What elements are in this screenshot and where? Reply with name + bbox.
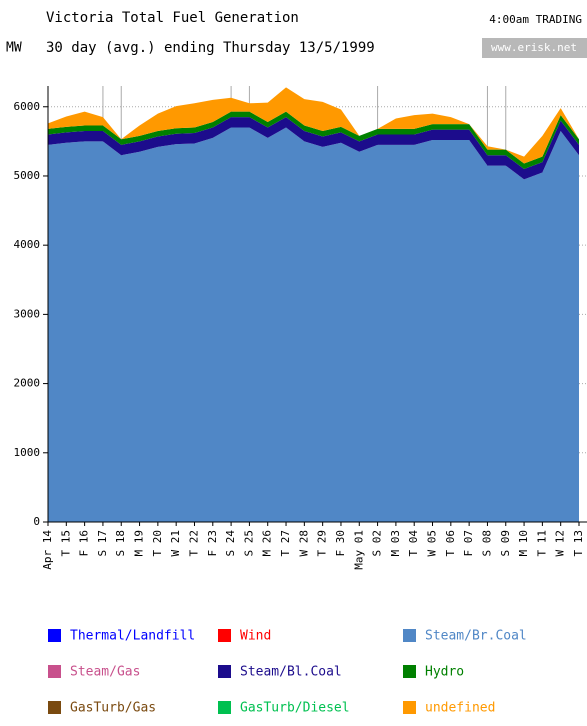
legend-label: Steam/Gas	[70, 665, 140, 680]
x-tick-label: T 20	[151, 530, 164, 557]
x-tick-label: M 19	[133, 530, 146, 557]
x-tick-label: W 12	[554, 530, 567, 557]
x-tick-label: T 06	[444, 530, 457, 557]
y-tick-label: 3000	[14, 307, 41, 320]
x-tick-label: T 04	[407, 530, 420, 557]
time-label: 4:00am TRADING	[489, 13, 582, 26]
x-tick-label: F 30	[334, 530, 347, 557]
x-tick-label: M 26	[261, 530, 274, 557]
x-tick-label: T 11	[535, 530, 548, 557]
x-tick-label: F 07	[462, 530, 475, 557]
legend-label: Hydro	[425, 665, 464, 680]
legend-swatch	[403, 701, 416, 714]
x-tick-label: T 27	[279, 530, 292, 557]
legend-label: Thermal/Landfill	[70, 629, 195, 644]
area	[48, 111, 579, 170]
chart-title: Victoria Total Fuel Generation	[46, 10, 299, 26]
legend-swatch	[403, 665, 416, 678]
y-tick-label: 2000	[14, 377, 41, 390]
x-tick-label: Apr 14	[41, 530, 54, 570]
area	[48, 117, 579, 180]
legend-swatch	[48, 629, 61, 642]
x-tick-label: S 02	[371, 530, 384, 557]
x-tick-label: F 16	[78, 530, 91, 557]
y-tick-label: 6000	[14, 100, 41, 113]
legend-label: GasTurb/Diesel	[240, 701, 350, 716]
legend-swatch	[403, 629, 416, 642]
x-tick-label: F 23	[206, 530, 219, 557]
legend-swatch	[218, 701, 231, 714]
legend-label: GasTurb/Gas	[70, 701, 156, 716]
y-tick-label: 5000	[14, 169, 41, 182]
legend-label: Steam/Bl.Coal	[240, 665, 342, 680]
x-tick-label: T 13	[572, 530, 585, 557]
x-tick-label: M 10	[517, 530, 530, 557]
legend-label: undefined	[425, 701, 495, 716]
source: www.erisk.net	[491, 41, 577, 54]
y-tick-label: 0	[33, 515, 40, 528]
x-tick-label: S 25	[242, 530, 255, 557]
x-tick-label: W 28	[297, 530, 310, 557]
x-tick-label: T 29	[316, 530, 329, 557]
x-tick-label: T 22	[187, 530, 200, 557]
legend-swatch	[48, 665, 61, 678]
x-tick-label: S 08	[480, 530, 493, 557]
y-tick-label: 1000	[14, 446, 41, 459]
x-tick-label: S 17	[96, 530, 109, 557]
legend-label: Steam/Br.Coal	[425, 629, 527, 644]
x-tick-label: S 09	[499, 530, 512, 557]
legend-swatch	[218, 665, 231, 678]
x-tick-label: S 24	[224, 530, 237, 557]
legend-swatch	[48, 701, 61, 714]
x-tick-label: May 01	[352, 530, 365, 570]
legend-swatch	[218, 629, 231, 642]
legend-label: Wind	[240, 629, 271, 644]
source-box	[482, 38, 587, 58]
y-tick-label: 4000	[14, 238, 41, 251]
chart-subtitle: 30 day (avg.) ending Thursday 13/5/1999	[46, 40, 375, 56]
x-tick-label: W 05	[426, 530, 439, 557]
x-tick-label: T 15	[59, 530, 72, 557]
area	[48, 87, 579, 164]
x-tick-label: S 18	[114, 530, 127, 557]
x-tick-label: W 21	[169, 530, 182, 557]
area	[48, 127, 579, 523]
y-axis-label: MW	[6, 41, 22, 56]
x-tick-label: M 03	[389, 530, 402, 557]
